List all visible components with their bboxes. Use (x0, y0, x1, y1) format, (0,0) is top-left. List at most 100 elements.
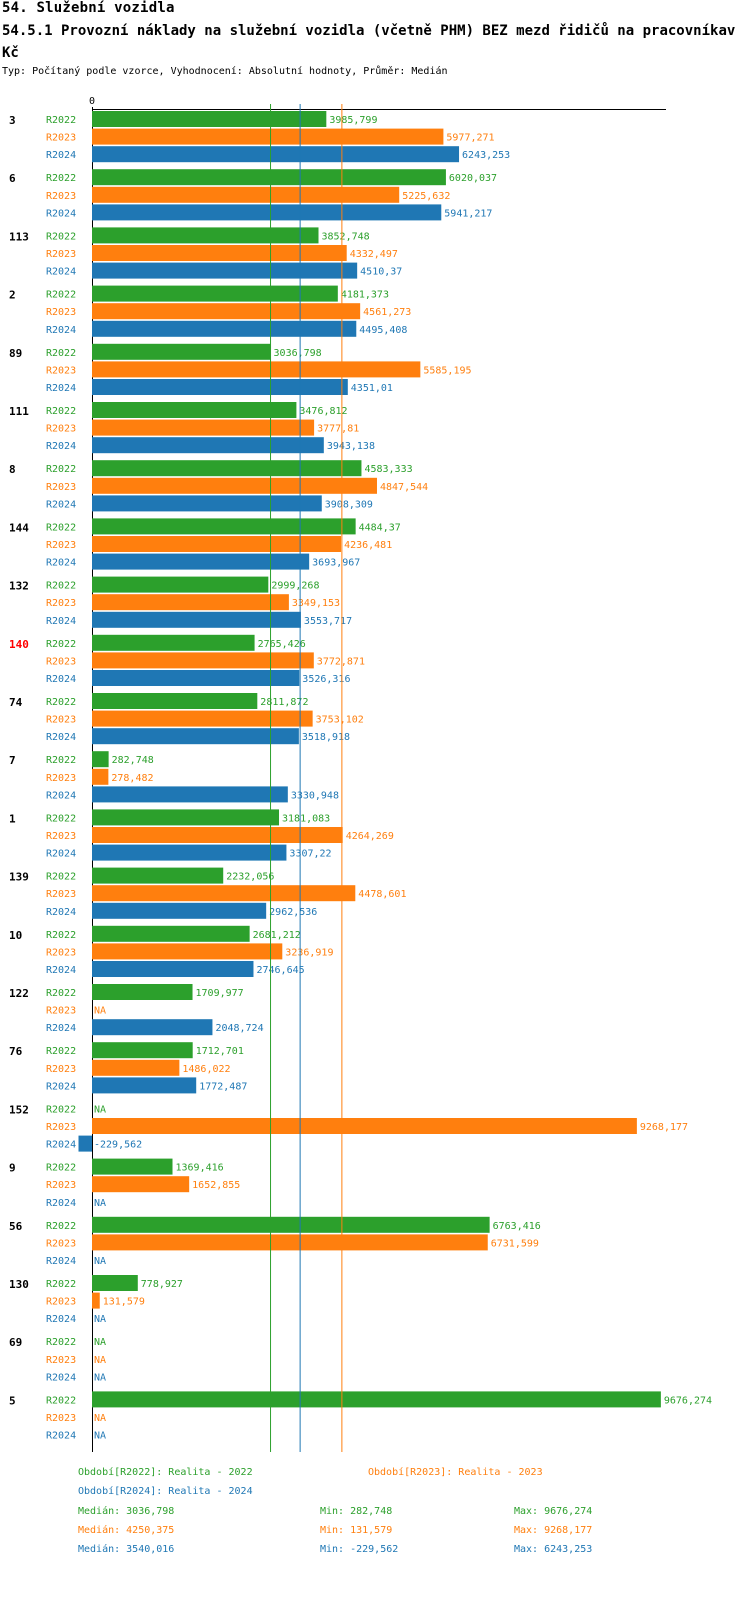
data-label: 4484,37 (359, 522, 401, 533)
series-label: R2024 (46, 1314, 76, 1325)
data-label: 1369,416 (176, 1163, 224, 1174)
data-label: 3943,138 (327, 441, 375, 452)
page-title: 54. Služební vozidla (2, 0, 175, 16)
series-label: R2023 (46, 540, 76, 551)
data-label: 3753,102 (316, 715, 364, 726)
data-label: 3236,919 (285, 947, 333, 958)
data-label: 1712,701 (196, 1046, 244, 1057)
series-label: R2022 (46, 1279, 76, 1290)
bar-r2024 (92, 961, 254, 977)
category-label: 5 (9, 1394, 16, 1407)
data-label: NA (94, 1198, 106, 1209)
series-label: R2023 (46, 1238, 76, 1249)
bar-r2024 (78, 1135, 92, 1152)
bar-r2022 (92, 1158, 173, 1175)
series-label: R2023 (46, 1413, 76, 1424)
bar-r2022 (92, 1042, 193, 1059)
category-label: 2 (9, 289, 16, 302)
series-label: R2022 (46, 290, 76, 301)
bar-r2022 (92, 634, 255, 651)
bar-r2022 (92, 809, 280, 826)
bar-r2024 (92, 379, 348, 395)
series-label: R2022 (46, 755, 76, 766)
bar-r2022 (92, 1216, 490, 1233)
category-label: 111 (9, 405, 29, 418)
data-label: 778,927 (141, 1279, 183, 1290)
data-label: 2048,724 (215, 1023, 263, 1034)
bar-r2022 (92, 984, 193, 1000)
data-label: 4264,269 (346, 831, 394, 842)
series-label: R2022 (46, 581, 76, 592)
category-label: 76 (9, 1045, 23, 1058)
data-label: 4561,273 (363, 307, 411, 318)
bar-r2022 (92, 693, 258, 709)
bar-chart: 0 3 R2022 3985,799 R2023 5977,271 R2024 6243,25… (9, 96, 712, 1452)
series-label: R2024 (46, 383, 76, 394)
data-label: NA (94, 1314, 106, 1325)
series-label: R2023 (46, 1122, 76, 1133)
category-label: 130 (9, 1278, 29, 1291)
series-label: R2024 (46, 208, 76, 219)
chart-title: 54.5.1 Provozní náklady na služební vozi… (2, 23, 736, 61)
data-label: NA (94, 1006, 106, 1017)
data-label: 2765,426 (258, 639, 306, 650)
series-label: R2023 (46, 424, 76, 435)
bar-r2023 (92, 768, 109, 785)
bar-r2024 (92, 320, 357, 337)
series-label: R2023 (46, 191, 76, 202)
series-label: R2023 (46, 773, 76, 784)
bar-r2023 (92, 303, 361, 320)
series-label: R2023 (46, 889, 76, 900)
data-label: NA (94, 1413, 106, 1424)
bar-r2022 (92, 111, 327, 127)
data-label: 6020,037 (449, 173, 497, 184)
series-label: R2022 (46, 1104, 76, 1115)
data-label: 1486,022 (182, 1064, 230, 1075)
data-label: 4847,544 (380, 482, 428, 493)
bar-r2024 (92, 611, 301, 628)
data-label: 4495,408 (359, 325, 407, 336)
series-label: R2022 (46, 813, 76, 824)
stat-min-r2023: Min: 131,579 (320, 1525, 393, 1536)
category-label: 152 (9, 1103, 29, 1116)
data-label: 1772,487 (199, 1081, 247, 1092)
bar-r2023 (92, 1176, 190, 1193)
data-label: 3908,309 (325, 499, 373, 510)
bar-r2023 (92, 1118, 637, 1134)
data-label: 282,748 (112, 755, 154, 766)
bar-r2022 (92, 169, 446, 186)
category-label: 113 (9, 230, 29, 243)
series-label: R2023 (46, 831, 76, 842)
series-label: R2023 (46, 1180, 76, 1191)
series-label: R2022 (46, 1395, 76, 1406)
series-label: R2024 (46, 674, 76, 685)
legend-r2024: Období[R2024]: Realita - 2024 (78, 1486, 253, 1497)
series-label: R2023 (46, 1006, 76, 1017)
category-label: 74 (9, 696, 23, 709)
data-label: 3349,153 (292, 598, 340, 609)
bar-r2022 (92, 925, 250, 942)
category-label: 7 (9, 754, 16, 767)
data-label: NA (94, 1337, 106, 1348)
data-label: 2962,536 (269, 907, 317, 918)
data-label: NA (94, 1104, 106, 1115)
category-label: 89 (9, 347, 22, 360)
category-label: 69 (9, 1336, 22, 1349)
data-label: 5977,271 (446, 133, 494, 144)
series-label: R2023 (46, 598, 76, 609)
bar-r2023 (92, 710, 313, 727)
bar-r2024 (92, 437, 324, 454)
bar-r2023 (92, 827, 343, 843)
series-label: R2024 (46, 325, 76, 336)
category-label: 10 (9, 929, 22, 942)
bar-r2022 (92, 867, 224, 884)
series-label: R2022 (46, 231, 76, 242)
data-label: 9676,274 (664, 1395, 712, 1406)
bar-r2024 (92, 1019, 213, 1036)
series-label: R2022 (46, 697, 76, 708)
category-label: 3 (9, 114, 16, 127)
data-label: 1709,977 (196, 988, 244, 999)
stat-median-r2024: Medián: 3540,016 (78, 1544, 175, 1555)
data-label: 6731,599 (491, 1238, 539, 1249)
bar-r2023 (92, 186, 400, 203)
